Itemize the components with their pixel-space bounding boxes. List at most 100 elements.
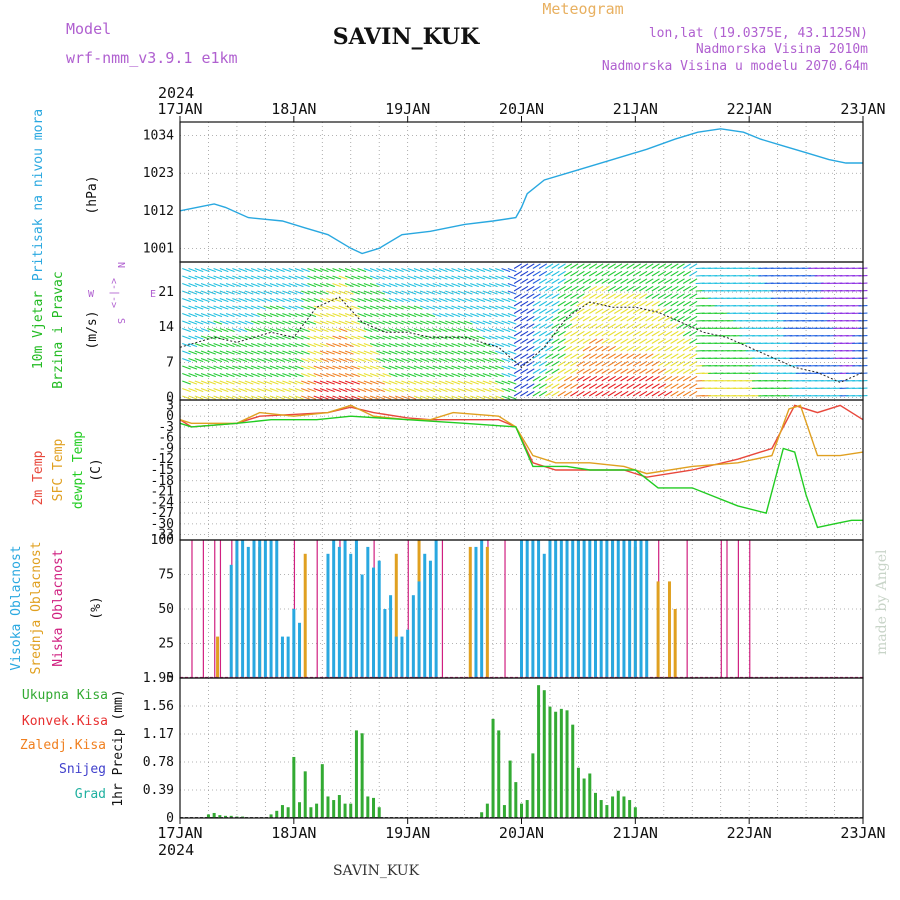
- wind-barb: [394, 350, 404, 355]
- wind-barb: [476, 372, 486, 378]
- wind-barb: [526, 353, 535, 359]
- wind-barb: [639, 278, 648, 284]
- wind-barb: [194, 290, 204, 295]
- wind-barb: [363, 290, 373, 295]
- wind-barb: [319, 275, 329, 280]
- wind-barb: [363, 327, 373, 333]
- wind-barb: [557, 390, 566, 397]
- y-tick-label: 25: [158, 637, 174, 652]
- wind-barb: [570, 383, 579, 389]
- wind-barb: [401, 275, 411, 280]
- wind-barb: [689, 308, 698, 314]
- wind-barb: [501, 320, 511, 325]
- wind-barb: [507, 275, 517, 280]
- wind-barb: [200, 312, 210, 318]
- wind-barb: [651, 390, 660, 397]
- wind-barb: [301, 297, 310, 303]
- bar-mid_cloud: [667, 581, 671, 678]
- wind-barb: [363, 297, 373, 303]
- wind-barb: [338, 395, 348, 400]
- wind-barb: [301, 350, 310, 355]
- wind-barb: [263, 297, 273, 303]
- wind-barb: [363, 357, 373, 363]
- bar-rain_total: [565, 710, 569, 818]
- wind-barb: [313, 342, 323, 348]
- wind-barb: [207, 350, 216, 355]
- wind-barb: [470, 275, 479, 280]
- wind-barb: [369, 335, 379, 340]
- bar-high_cloud: [383, 609, 387, 678]
- wind-barb: [213, 282, 223, 288]
- wind-barb: [326, 327, 335, 333]
- series-line-dewpt: [179, 415, 863, 529]
- wind-barb: [664, 315, 673, 322]
- wind-barb: [432, 380, 442, 385]
- wind-barb: [545, 345, 554, 352]
- wind-barb: [357, 267, 367, 273]
- wind-barb: [588, 345, 598, 352]
- bar-high_cloud: [571, 540, 575, 678]
- wind-barb: [495, 327, 504, 333]
- bar-low_cloud: [219, 540, 222, 678]
- wind-barb: [470, 335, 479, 340]
- wind-barb: [182, 335, 191, 340]
- wind-barb: [651, 300, 660, 307]
- wind-barb: [588, 300, 598, 307]
- wind-barb: [607, 338, 616, 344]
- wind-barb: [382, 395, 392, 400]
- wind-barb: [476, 312, 486, 318]
- wind-barb: [276, 297, 285, 303]
- bar-rain_total: [593, 792, 597, 818]
- wind-barb: [313, 282, 323, 288]
- wind-barb: [426, 365, 436, 370]
- wind-barb: [269, 335, 279, 340]
- bar-high_cloud: [480, 540, 484, 678]
- wind-barb: [576, 338, 585, 344]
- wind-barb: [595, 263, 604, 269]
- wind-barb: [344, 327, 354, 333]
- wind-barb: [182, 327, 191, 333]
- wind-barb: [282, 335, 292, 340]
- wind-barb: [263, 335, 273, 340]
- wind-barb: [520, 375, 529, 382]
- wind-barb: [182, 357, 191, 363]
- wind-barb: [563, 383, 573, 389]
- wind-barb: [413, 365, 423, 370]
- wind-barb: [526, 278, 535, 284]
- wind-barb: [476, 267, 486, 273]
- wind-barb: [570, 315, 579, 322]
- wind-barb: [238, 395, 248, 400]
- wind-barb: [307, 327, 317, 333]
- wind-barb: [670, 338, 679, 344]
- wind-barb: [445, 282, 454, 288]
- wind-barb: [470, 305, 479, 310]
- wind-barb: [513, 345, 523, 352]
- wind-barb: [463, 267, 473, 273]
- wind-barb: [244, 380, 254, 385]
- wind-barb: [382, 372, 392, 378]
- wind-barb: [369, 350, 379, 355]
- wind-barb: [188, 335, 198, 340]
- wind-barb: [382, 312, 392, 318]
- wind-barb: [601, 278, 610, 284]
- wind-barb: [613, 285, 623, 292]
- wind-barb: [276, 380, 285, 385]
- wind-barb: [445, 267, 454, 273]
- wind-barb: [413, 342, 423, 348]
- wind-barb: [250, 395, 260, 400]
- wind-barb: [344, 267, 354, 273]
- wind-barb: [363, 350, 373, 355]
- y-tick-label: 0: [166, 671, 174, 686]
- x-tick-label-top: 18JAN: [271, 100, 316, 118]
- wind-barb: [419, 327, 429, 333]
- wind-barb: [657, 383, 667, 389]
- graupel-label: Grad: [75, 787, 106, 802]
- wind-barb: [463, 275, 473, 280]
- wind-barb: [613, 323, 623, 329]
- bar-high_cloud: [349, 553, 353, 678]
- wind-barb: [401, 290, 411, 295]
- wind-barb: [194, 312, 204, 318]
- temp2m-label: 2m Temp: [31, 450, 46, 505]
- wind-barb: [232, 282, 242, 288]
- wind-barb: [276, 365, 285, 370]
